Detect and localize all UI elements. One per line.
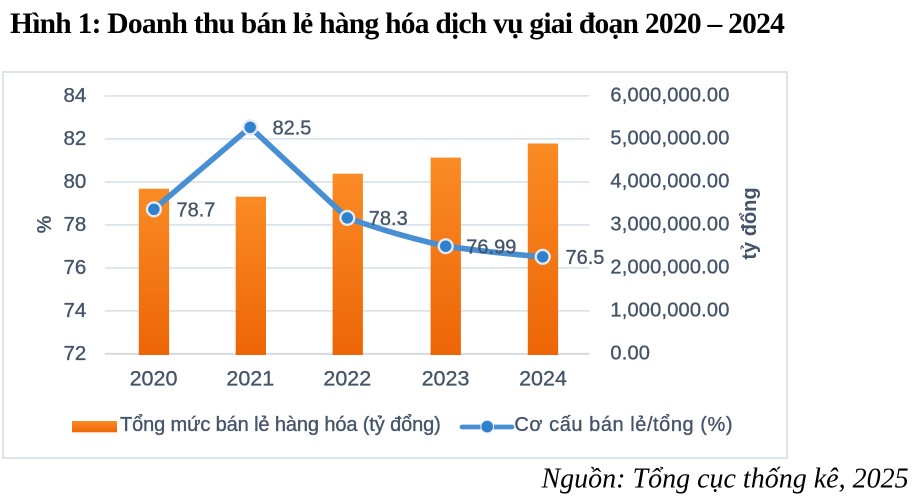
svg-text:78.3: 78.3 <box>369 208 408 230</box>
svg-text:80: 80 <box>63 170 86 193</box>
svg-text:Tổng mức bán lẻ hàng hóa (tỷ đ: Tổng mức bán lẻ hàng hóa (tỷ đổng) <box>120 414 441 436</box>
svg-text:Hình 1: Doanh thu bán lẻ hàng: Hình 1: Doanh thu bán lẻ hàng hóa dịch v… <box>10 8 785 40</box>
svg-text:2020: 2020 <box>130 366 178 390</box>
svg-text:72: 72 <box>63 342 86 365</box>
svg-text:Nguồn: Tổng cục thống kê, 2025: Nguồn: Tổng cục thống kê, 2025 <box>541 463 909 494</box>
svg-text:2024: 2024 <box>519 366 567 390</box>
svg-text:3,000,000.00: 3,000,000.00 <box>610 213 729 235</box>
svg-text:76.5: 76.5 <box>566 247 605 269</box>
svg-text:Cơ cấu bán lẻ/tổng (%): Cơ cấu bán lẻ/tổng (%) <box>514 414 733 436</box>
svg-text:1,000,000.00: 1,000,000.00 <box>610 299 729 321</box>
svg-text:78: 78 <box>63 213 86 236</box>
svg-text:%: % <box>34 215 56 233</box>
svg-text:5,000,000.00: 5,000,000.00 <box>610 127 729 149</box>
svg-text:82.5: 82.5 <box>273 118 312 140</box>
svg-text:76.99: 76.99 <box>466 236 516 258</box>
svg-text:2021: 2021 <box>226 366 274 390</box>
svg-text:0.00: 0.00 <box>610 342 650 364</box>
svg-text:74: 74 <box>63 299 86 322</box>
svg-text:2022: 2022 <box>323 366 371 390</box>
svg-text:tỷ đổng: tỷ đổng <box>739 187 761 259</box>
svg-text:82: 82 <box>63 127 86 150</box>
svg-text:6,000,000.00: 6,000,000.00 <box>610 84 729 106</box>
svg-text:4,000,000.00: 4,000,000.00 <box>610 170 729 192</box>
svg-text:2,000,000.00: 2,000,000.00 <box>610 256 729 278</box>
svg-text:78.7: 78.7 <box>177 200 216 222</box>
svg-text:84: 84 <box>63 84 86 107</box>
svg-text:76: 76 <box>63 256 86 279</box>
svg-text:2023: 2023 <box>422 366 470 390</box>
